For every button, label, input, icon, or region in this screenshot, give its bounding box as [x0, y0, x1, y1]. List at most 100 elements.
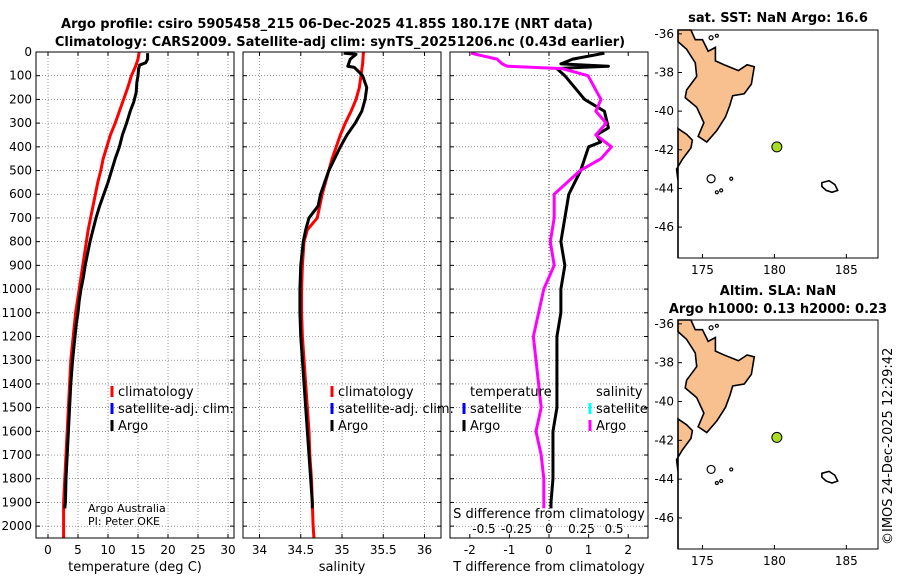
y-tick-label: 1200 [1, 329, 32, 343]
plot-frame [242, 51, 442, 539]
temperature-legend: climatology satellite-adj. clim. Argo [110, 385, 234, 434]
temperature-panel: 0100200300400500600700800900100011001200… [1, 45, 235, 575]
y-tick-label: 1300 [1, 353, 32, 367]
y-tick-label: 100 [9, 69, 32, 83]
y-tick-label: 400 [9, 140, 32, 154]
map-top: -36 -38 -40 -42 -44 -46 175 180 185 [654, 27, 879, 277]
small-island [729, 467, 734, 472]
y-tick-label: 1000 [1, 282, 32, 296]
credit-line1: Argo Australia [88, 502, 166, 515]
small-island [708, 325, 714, 331]
small-island [714, 323, 719, 328]
figure-title-line1: Argo profile: csiro 5905458_215 06-Dec-2… [61, 17, 593, 32]
x-tick-label: 1 [585, 543, 593, 557]
map-y-tick-label: -38 [654, 66, 674, 80]
small-island [714, 190, 719, 195]
plot-frame [449, 51, 649, 539]
salinity-panel: 34 34.5 35 35.5 36 salinity [242, 51, 442, 575]
argo-float-marker [771, 431, 783, 443]
series-line-argo [298, 51, 369, 509]
x-tick-label: 20 [160, 543, 175, 557]
timestamp: ©IMOS 24-Dec-2025 12:29:42 [881, 348, 896, 545]
x-tick-label: 35 [334, 543, 349, 557]
chatham-islands [821, 179, 839, 194]
legend-label-t-argo: Argo [470, 419, 500, 434]
series-line-climatology [300, 51, 365, 539]
x-tick-label: 34 [252, 543, 267, 557]
x-tick-label: -1 [503, 543, 515, 557]
y-tick-label: 1900 [1, 495, 32, 509]
map-x-tick-label: 175 [691, 263, 714, 277]
map-y-tick-label: -42 [654, 143, 674, 157]
legend-header-temperature: temperature [470, 385, 552, 400]
x-tick-label: 34.5 [287, 543, 314, 557]
x-tick-label: 36 [417, 543, 432, 557]
x-axis-label: temperature (deg C) [68, 560, 202, 575]
map-x-tick-label: 180 [763, 554, 786, 568]
map-y-tick-label: -44 [654, 181, 674, 195]
map-y-tick-label: -40 [654, 104, 674, 118]
map-bottom: -36 -38 -40 -42 -44 -46 175 180 185 [654, 317, 879, 568]
map-y-tick-label: -38 [654, 356, 674, 370]
map-x-tick-label: 185 [835, 554, 858, 568]
y-tick-label: 500 [9, 164, 32, 178]
map-y-tick-label: -46 [654, 220, 674, 234]
y-tick-label: 900 [9, 258, 32, 272]
map-x-tick-label: 180 [763, 263, 786, 277]
legend-label-s-argo: Argo [596, 419, 626, 434]
series-line-s-difference-argo- [470, 51, 613, 509]
map-frame [677, 319, 879, 550]
x-tick-label: 35.5 [370, 543, 397, 557]
map-y-tick-label: -36 [654, 317, 674, 331]
salinity-legend: climatology satellite-adj. clim. Argo [330, 385, 454, 434]
y-tick-label: 1800 [1, 472, 32, 486]
y-tick-label: 2000 [1, 519, 32, 533]
x-tick-label: -2 [464, 543, 476, 557]
map-x-tick-label: 175 [691, 554, 714, 568]
x-tick-label: 0 [44, 543, 52, 557]
legend-label-climatology: climatology [338, 385, 414, 400]
plot-area [36, 52, 234, 538]
plot-frame [35, 51, 235, 539]
legend-label-argo: Argo [118, 419, 148, 434]
argo-float-marker [771, 141, 783, 153]
map-y-tick-label: -36 [654, 27, 674, 41]
map-y-tick-label: -40 [654, 395, 674, 409]
legend-label-argo: Argo [338, 419, 368, 434]
small-island [714, 33, 719, 38]
y-tick-label: 600 [9, 187, 32, 201]
x2-tick-label: -0.5 [472, 522, 495, 536]
series-line-argo [63, 53, 150, 509]
y-tick-label: 1700 [1, 448, 32, 462]
x2-tick-label: -0.25 [501, 522, 532, 536]
small-island [714, 480, 719, 486]
legend-label-satellite: satellite-adj. clim. [118, 402, 234, 417]
north-island [677, 319, 756, 434]
y-tick-label: 1500 [1, 401, 32, 415]
small-island [719, 478, 724, 484]
figure-title-line2: Climatology: CARS2009. Satellite-adj cli… [55, 35, 625, 50]
x-tick-label: 5 [74, 543, 82, 557]
credit-line2: PI: Peter OKE [88, 515, 160, 528]
small-island [706, 174, 716, 184]
y-tick-label: 1100 [1, 306, 32, 320]
map-frame [677, 29, 879, 259]
legend-label-t-satellite: satellite [470, 402, 522, 417]
small-island [708, 35, 714, 41]
y-tick-label: 1400 [1, 377, 32, 391]
legend-label-satellite: satellite-adj. clim. [338, 402, 454, 417]
y-tick-label: 1600 [1, 424, 32, 438]
x-tick-label: 10 [100, 543, 115, 557]
legend-label-climatology: climatology [118, 385, 194, 400]
x2-tick-label: 0.5 [604, 522, 623, 536]
legend-header-salinity: salinity [596, 385, 643, 400]
small-island [729, 176, 734, 181]
y-tick-label: 800 [9, 235, 32, 249]
x-tick-label: 15 [130, 543, 145, 557]
map-bottom-title-line1: Altim. SLA: NaN [720, 284, 836, 299]
y-tick-label: 700 [9, 211, 32, 225]
x-tick-label: 2 [624, 543, 632, 557]
small-island [706, 464, 716, 475]
map-y-tick-label: -42 [654, 433, 674, 447]
x2-tick-label: 0 [545, 522, 553, 536]
